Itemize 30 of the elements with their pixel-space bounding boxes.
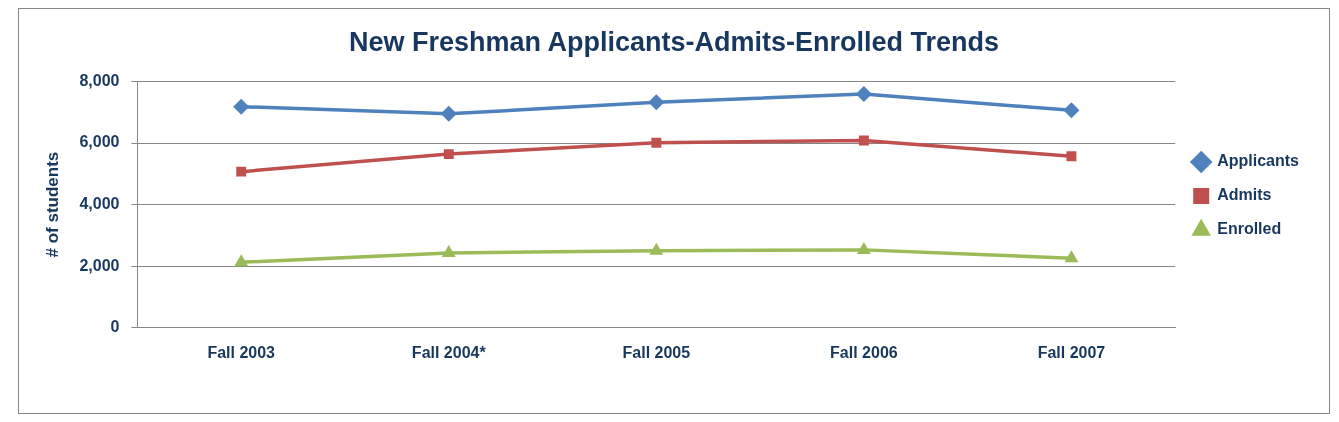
y-axis-title: # of students	[42, 151, 62, 258]
point	[856, 241, 871, 254]
legend-label: Admits	[1217, 186, 1272, 204]
point	[233, 98, 250, 115]
point	[649, 242, 664, 255]
y-tick-label: 4,000	[79, 195, 120, 213]
point	[234, 254, 249, 267]
x-tick-label: Fall 2004*	[411, 343, 487, 361]
point	[1066, 151, 1077, 162]
y-tick-label: 8,000	[79, 71, 120, 89]
x-tick-label: Fall 2007	[1037, 343, 1106, 361]
point	[648, 94, 665, 111]
point	[236, 166, 247, 177]
point	[855, 86, 872, 103]
chart-title: New Freshman Applicants-Admits-Enrolled Trends	[348, 26, 1000, 57]
point	[1064, 250, 1079, 263]
x-tick-label: Fall 2005	[622, 343, 691, 361]
y-tick-label: 6,000	[79, 133, 120, 151]
point	[1063, 102, 1080, 119]
x-tick-label: Fall 2003	[207, 343, 276, 361]
point	[858, 135, 869, 146]
y-tick-label: 2,000	[79, 256, 120, 274]
legend-label: Enrolled	[1217, 220, 1282, 238]
x-tick-label: Fall 2006	[830, 343, 898, 361]
point	[651, 137, 662, 148]
legend-label: Applicants	[1217, 152, 1300, 170]
point	[440, 105, 457, 122]
point	[441, 244, 456, 257]
point	[443, 149, 454, 160]
y-tick-label: 0	[110, 318, 120, 336]
